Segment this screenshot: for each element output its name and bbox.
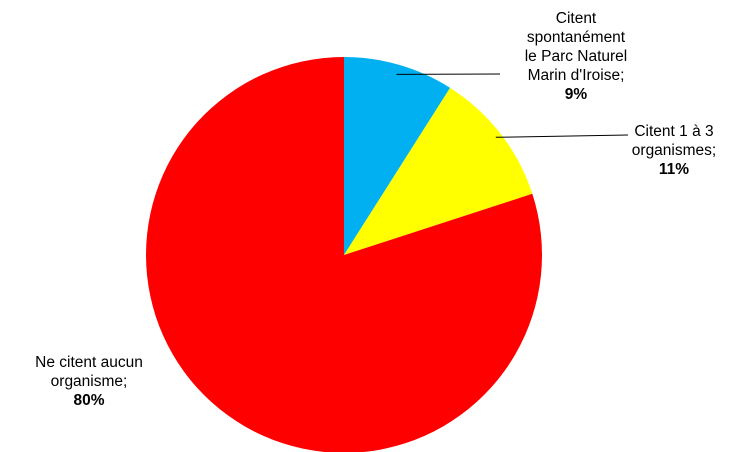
slice-parc-naturel — [344, 57, 451, 255]
slice-percent-label: 80% — [73, 392, 105, 409]
slice-label-organismes: Citent 1 à 3 organismes; 11% — [604, 122, 744, 179]
slice-label-line: Marin d'Iroise; — [527, 67, 625, 84]
slice-label-line: Citent — [555, 10, 597, 27]
slice-label-line: organismes; — [631, 142, 717, 159]
slice-label-parc-naturel: Citent spontanément le Parc Naturel Mari… — [486, 9, 666, 104]
slice-aucun-organisme — [146, 57, 542, 452]
slice-label-line: Ne citent aucun — [35, 354, 143, 371]
slice-percent-label: 9% — [564, 86, 588, 103]
slice-label-line: le Parc Naturel — [524, 48, 628, 65]
slice-label-line: spontanément — [526, 29, 626, 46]
slice-label-line: Citent 1 à 3 — [634, 123, 714, 140]
leader-line-organismes — [495, 134, 629, 138]
slice-organismes — [344, 87, 533, 255]
slice-label-aucun-organisme: Ne citent aucun organisme; 80% — [0, 353, 178, 410]
slice-percent-label: 11% — [658, 161, 690, 178]
slice-label-line: organisme; — [50, 373, 128, 390]
